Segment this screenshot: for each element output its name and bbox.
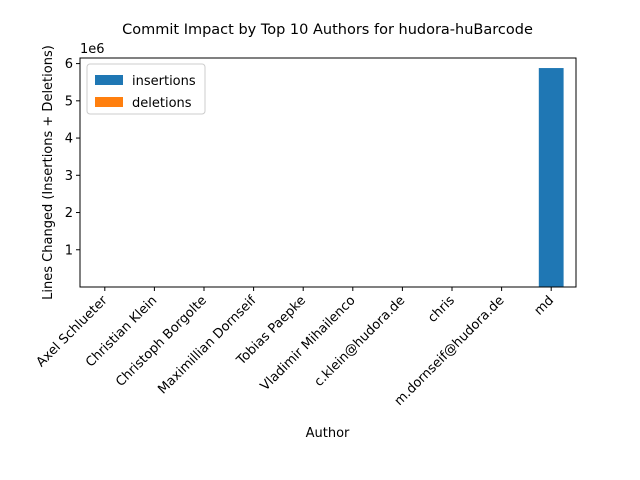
legend-label-deletions: deletions <box>132 96 192 111</box>
y-tick-label: 5 <box>65 94 73 109</box>
legend: insertions deletions <box>86 63 206 115</box>
chart-title: Commit Impact by Top 10 Authors for hudo… <box>122 22 533 38</box>
y-tick-label: 2 <box>65 206 73 221</box>
y-axis: 1 2 3 4 5 6 <box>65 57 80 258</box>
plot-frame <box>79 57 577 288</box>
y-tick-label: 1 <box>65 243 73 258</box>
y-tick-label: 3 <box>65 169 73 184</box>
legend-label-insertions: insertions <box>132 74 196 89</box>
y-offset-text: 1e6 <box>80 42 105 57</box>
y-tick-label: 4 <box>65 132 73 147</box>
x-axis-label: Author <box>306 426 350 441</box>
x-tick-label: Christoph Borgolte <box>113 293 210 390</box>
legend-swatch-deletions <box>95 97 123 107</box>
x-tick-label: md <box>532 293 557 318</box>
x-tick-label: Maximillian Dornseif <box>155 293 259 397</box>
bars <box>538 68 564 288</box>
y-tick-label: 6 <box>65 57 73 72</box>
bar-insertions-9 <box>538 68 564 288</box>
y-axis-label: Lines Changed (Insertions + Deletions) <box>41 45 56 300</box>
x-tick-label: c.klein@hudora.de <box>312 293 409 390</box>
legend-swatch-insertions <box>95 75 123 85</box>
x-tick-label: Vladimir Mihailenco <box>258 293 359 394</box>
x-tick-label: chris <box>425 293 458 326</box>
